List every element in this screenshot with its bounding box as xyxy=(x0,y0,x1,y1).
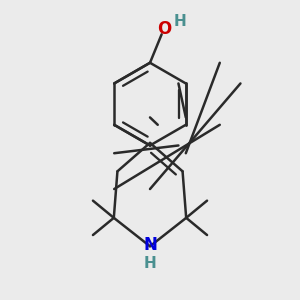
Text: O: O xyxy=(157,20,171,38)
Text: H: H xyxy=(173,14,186,29)
Text: H: H xyxy=(144,256,156,271)
Text: N: N xyxy=(143,236,157,254)
